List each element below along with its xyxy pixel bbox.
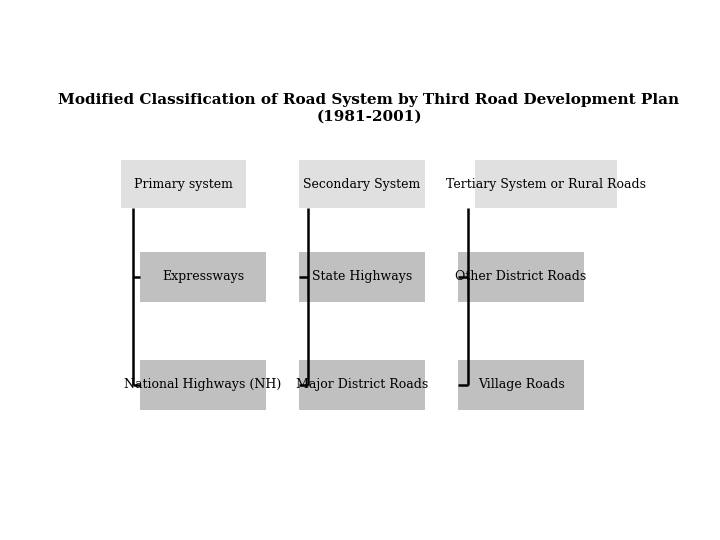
Text: State Highways: State Highways — [312, 271, 412, 284]
Text: Expressways: Expressways — [162, 271, 244, 284]
Text: Major District Roads: Major District Roads — [296, 379, 428, 392]
Text: Modified Classification of Road System by Third Road Development Plan: Modified Classification of Road System b… — [58, 93, 680, 107]
FancyBboxPatch shape — [300, 252, 425, 302]
Text: National Highways (NH): National Highways (NH) — [125, 379, 282, 392]
FancyBboxPatch shape — [140, 360, 266, 410]
Text: Village Roads: Village Roads — [477, 379, 564, 392]
FancyBboxPatch shape — [459, 252, 584, 302]
FancyBboxPatch shape — [140, 252, 266, 302]
Text: (1981-2001): (1981-2001) — [316, 110, 422, 124]
FancyBboxPatch shape — [300, 160, 425, 208]
FancyBboxPatch shape — [300, 360, 425, 410]
Text: Other District Roads: Other District Roads — [456, 271, 587, 284]
FancyBboxPatch shape — [121, 160, 246, 208]
Text: Primary system: Primary system — [134, 178, 233, 191]
Text: Secondary System: Secondary System — [303, 178, 420, 191]
FancyBboxPatch shape — [459, 360, 584, 410]
FancyBboxPatch shape — [475, 160, 617, 208]
Text: Tertiary System or Rural Roads: Tertiary System or Rural Roads — [446, 178, 646, 191]
